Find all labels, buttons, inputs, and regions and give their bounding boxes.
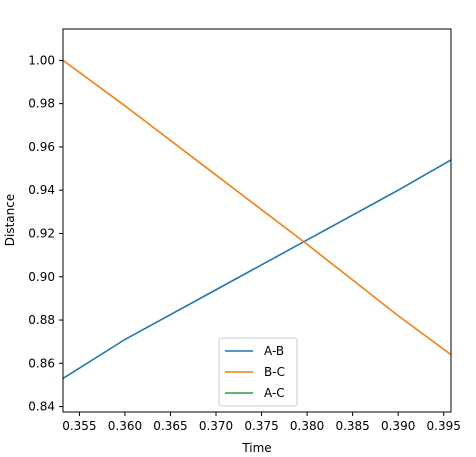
y-tick-label: 0.88: [28, 313, 55, 327]
x-axis-label: Time: [241, 441, 271, 455]
y-axis: 0.84 0.86 0.88 0.90 0.92 0.94 0.96 0.98 1.00: [28, 53, 63, 414]
x-tick-label: 0.375: [244, 419, 278, 433]
plot-frame: [62, 28, 452, 413]
series-line-b-c: [62, 59, 452, 356]
y-axis-label: Distance: [3, 194, 17, 246]
y-tick-label: 0.98: [28, 97, 55, 111]
series-layer: [62, 59, 452, 380]
y-tick-label: 0.84: [28, 400, 55, 414]
y-tick-label: 0.96: [28, 140, 55, 154]
legend-label: B-C: [264, 365, 285, 379]
x-tick-label: 0.355: [62, 419, 96, 433]
y-tick-label: 1.00: [28, 53, 55, 67]
x-tick-label: 0.395: [427, 419, 461, 433]
x-tick-label: 0.370: [199, 419, 233, 433]
y-tick-label: 0.92: [28, 226, 55, 240]
y-tick-label: 0.90: [28, 270, 55, 284]
series-line-a-b: [62, 159, 452, 380]
legend-box: [218, 337, 298, 407]
x-tick-label: 0.360: [108, 419, 142, 433]
legend-label: A-B: [264, 344, 284, 358]
y-tick-label: 0.86: [28, 356, 55, 370]
x-tick-label: 0.385: [335, 419, 369, 433]
y-tick-label: 0.94: [28, 183, 55, 197]
x-tick-label: 0.390: [381, 419, 415, 433]
x-tick-label: 0.380: [290, 419, 324, 433]
legend-label: A-C: [264, 386, 285, 400]
legend: A-B B-C A-C: [218, 337, 298, 407]
x-axis: 0.355 0.360 0.365 0.370 0.375 0.380 0.385 0.390…: [62, 412, 461, 433]
x-tick-label: 0.365: [153, 419, 187, 433]
